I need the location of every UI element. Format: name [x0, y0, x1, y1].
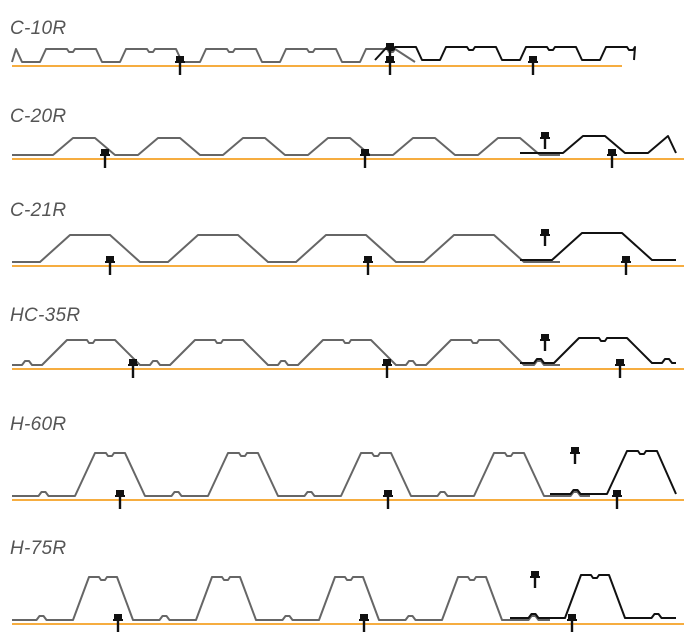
- profile-label: HC-35R: [10, 305, 81, 326]
- fastener-screw: [105, 256, 115, 275]
- fastener-screw: [570, 447, 580, 464]
- fastener-screw: [385, 43, 395, 60]
- profile-label: C-10R: [10, 18, 67, 39]
- fastener-screw: [128, 359, 138, 378]
- fastener-screw: [360, 149, 370, 168]
- fastener-screw: [383, 490, 393, 509]
- fastener-screw: [615, 359, 625, 378]
- fastener-screw: [540, 334, 550, 351]
- sheet-black: [520, 135, 677, 154]
- fastener-screw: [382, 359, 392, 378]
- sheet-grey: [11, 48, 416, 63]
- fastener-screw: [530, 571, 540, 588]
- sheet-black: [520, 232, 676, 261]
- sheet-black: [374, 46, 636, 61]
- fastener-screw: [528, 56, 538, 75]
- fastener-screw: [113, 614, 123, 632]
- profile-label: H-60R: [10, 414, 67, 435]
- fastener-screw: [567, 614, 577, 632]
- sheet-grey: [12, 234, 560, 263]
- fastener-screw: [363, 256, 373, 275]
- fastener-screw: [540, 132, 550, 149]
- sheet-grey: [12, 137, 560, 156]
- fastener-screw: [612, 490, 622, 509]
- fastener-screw: [175, 56, 185, 75]
- fastener-screw: [621, 256, 631, 275]
- fastener-screw: [607, 149, 617, 168]
- fastener-screw: [115, 490, 125, 509]
- fastener-screw: [100, 149, 110, 168]
- fastener-screw: [359, 614, 369, 632]
- sheet-grey: [12, 452, 590, 497]
- sheet-black: [550, 450, 677, 495]
- sheet-black: [520, 337, 676, 364]
- profile-label: C-20R: [10, 106, 67, 127]
- sheet-grey: [12, 576, 550, 621]
- profile-label: C-21R: [10, 200, 67, 221]
- profile-label: H-75R: [10, 538, 67, 559]
- sheet-grey: [12, 339, 560, 366]
- sheet-black: [510, 574, 676, 619]
- fastener-screw: [540, 229, 550, 246]
